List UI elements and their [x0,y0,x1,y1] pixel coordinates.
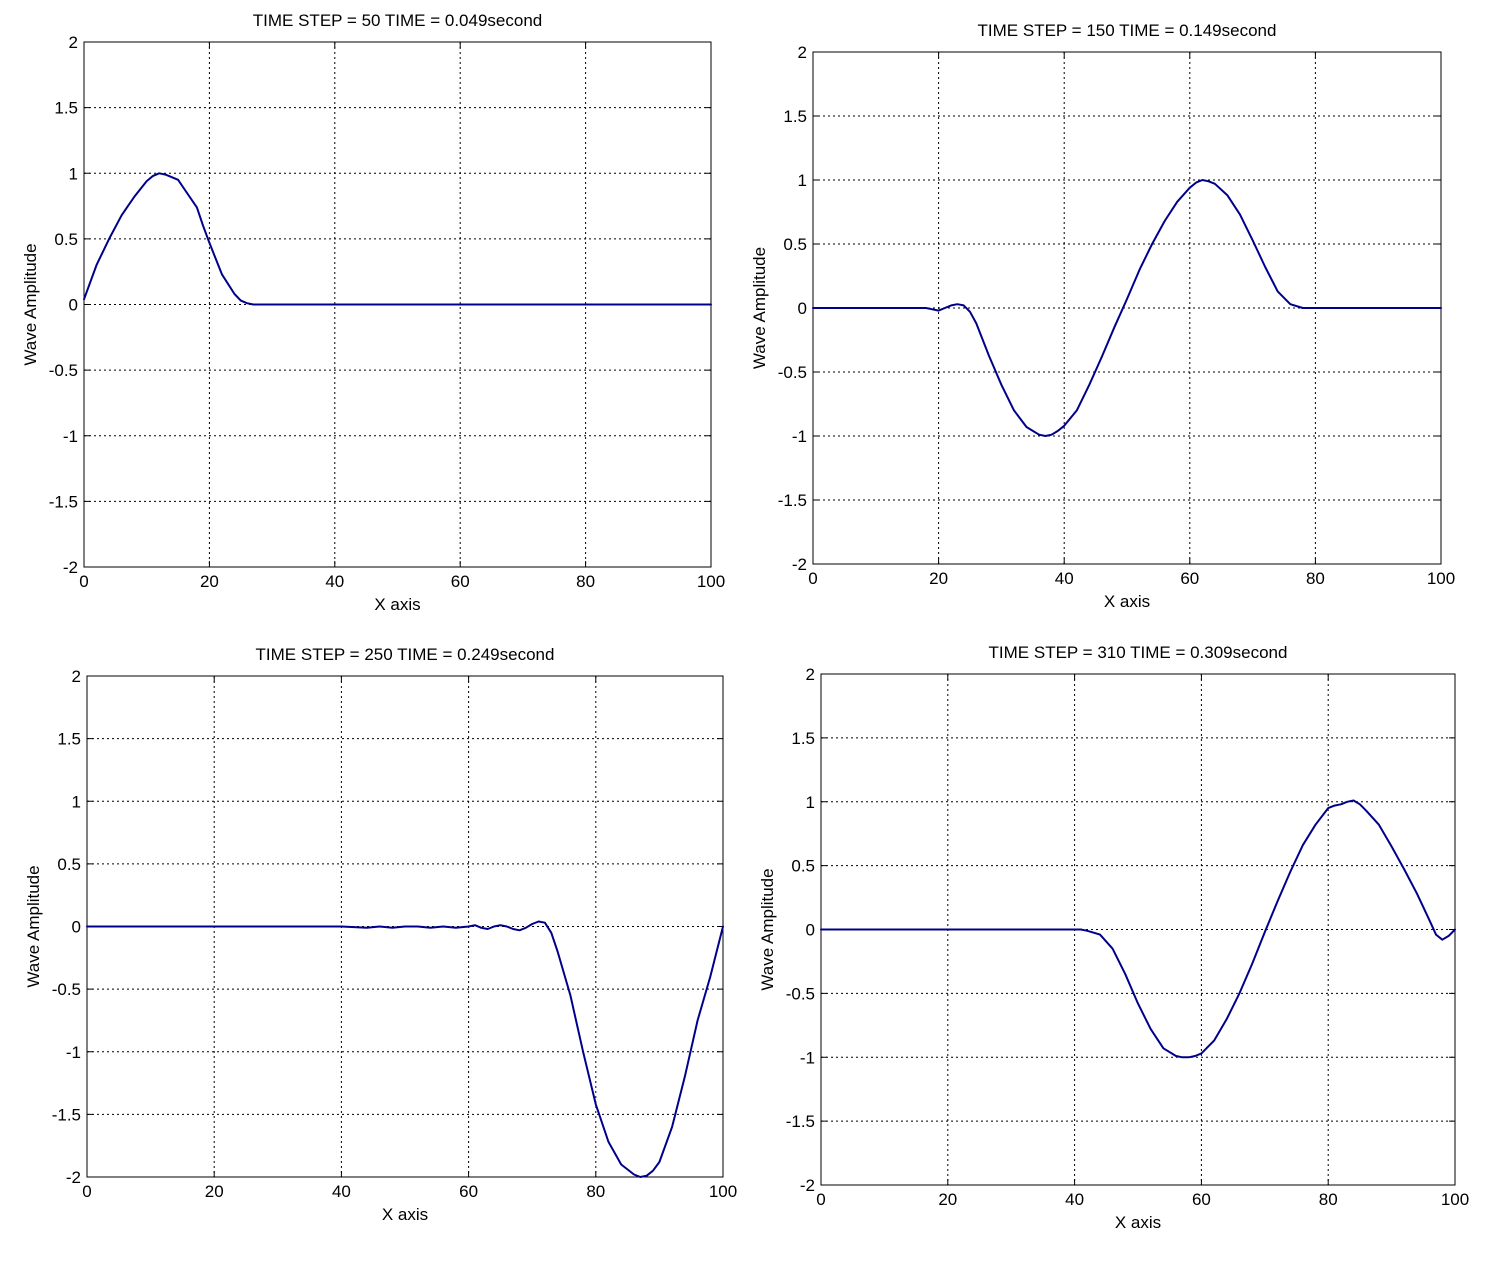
x-tick-label: 40 [325,572,344,591]
x-tick-label: 0 [82,1182,91,1201]
y-tick-label: -0.5 [52,980,81,999]
x-tick-label: 40 [1065,1190,1084,1209]
x-tick-label: 0 [79,572,88,591]
subplot-4: 0 20 40 60 80 100 -2 -1.5 -1 -0.5 0 0.5 1 1.5 2 TIME ST… [758,643,1469,1232]
y-tick-label: 1.5 [54,99,78,118]
y-tick-label: 1 [798,171,807,190]
y-tick-label: 0 [806,921,815,940]
x-tick-label: 40 [1055,569,1074,588]
y-tick-label: -0.5 [49,361,78,380]
chart-title: TIME STEP = 250 TIME = 0.249second [256,645,555,664]
x-tick-label: 20 [205,1182,224,1201]
x-axis-label: X axis [382,1205,428,1224]
x-tick-label: 80 [586,1182,605,1201]
x-tick-label: 40 [332,1182,351,1201]
x-tick-label: 60 [459,1182,478,1201]
y-tick-label: -1 [66,1043,81,1062]
y-tick-label: 0 [798,299,807,318]
x-tick-label: 0 [808,569,817,588]
y-tick-label: 1 [72,792,81,811]
y-tick-label: 0.5 [791,857,815,876]
x-axis-label: X axis [1115,1213,1161,1232]
y-tick-label: -2 [66,1168,81,1187]
series-line [83,172,712,306]
x-axis-label: X axis [1104,592,1150,611]
x-tick-label: 20 [929,569,948,588]
series-line [812,179,1442,437]
y-tick-label: 1.5 [783,107,807,126]
x-tick-label: 80 [576,572,595,591]
y-tick-label: 1 [69,164,78,183]
y-tick-label: -0.5 [786,984,815,1003]
y-tick-label: 0 [72,918,81,937]
y-tick-label: -2 [792,555,807,574]
y-tick-label: 1.5 [791,729,815,748]
x-tick-label: 20 [200,572,219,591]
y-tick-label: 1.5 [57,730,81,749]
subplot-3: 0 20 40 60 80 100 -2 -1.5 -1 -0.5 0 0.5 1 1.5 2 TIME ST… [24,645,737,1224]
series-line [820,799,1456,1059]
y-tick-label: 0.5 [54,230,78,249]
y-tick-label: 2 [72,667,81,686]
x-tick-label: 60 [1180,569,1199,588]
x-tick-label: 60 [1192,1190,1211,1209]
x-tick-label: 100 [1441,1190,1469,1209]
x-tick-label: 100 [697,572,725,591]
x-tick-label: 100 [709,1182,737,1201]
x-tick-label: 80 [1306,569,1325,588]
chart-title: TIME STEP = 150 TIME = 0.149second [978,21,1277,40]
y-tick-label: -1.5 [52,1105,81,1124]
y-tick-label: -1 [792,427,807,446]
y-tick-label: 0.5 [783,235,807,254]
y-tick-label: -1.5 [786,1112,815,1131]
y-tick-label: 2 [69,33,78,52]
subplot-1: 0 20 40 60 80 100 -2 -1.5 -1 -0.5 0 0.5 1 1.5 2 TIME ST… [21,11,725,614]
y-axis-label: Wave Amplitude [758,868,777,990]
y-tick-label: -2 [800,1176,815,1195]
y-tick-label: -1 [800,1048,815,1067]
chart-title: TIME STEP = 310 TIME = 0.309second [989,643,1288,662]
y-tick-label: 0.5 [57,855,81,874]
y-tick-label: 0 [69,296,78,315]
chart-title: TIME STEP = 50 TIME = 0.049second [253,11,542,30]
y-axis-label: Wave Amplitude [21,243,40,365]
y-tick-label: -2 [63,558,78,577]
x-tick-label: 100 [1427,569,1455,588]
y-tick-label: 2 [798,43,807,62]
y-axis-label: Wave Amplitude [750,247,769,369]
x-tick-label: 80 [1319,1190,1338,1209]
y-tick-label: -1 [63,427,78,446]
y-tick-label: -1.5 [778,491,807,510]
y-tick-label: -1.5 [49,492,78,511]
x-tick-label: 20 [938,1190,957,1209]
y-axis-label: Wave Amplitude [24,865,43,987]
y-tick-label: 1 [806,793,815,812]
y-tick-label: 2 [806,665,815,684]
x-axis-label: X axis [374,595,420,614]
series-line [86,920,724,1178]
y-tick-label: -0.5 [778,363,807,382]
x-tick-label: 0 [816,1190,825,1209]
subplot-2: 0 20 40 60 80 100 -2 -1.5 -1 -0.5 0 0.5 1 1.5 2 TIME ST… [750,21,1455,611]
x-tick-label: 60 [451,572,470,591]
